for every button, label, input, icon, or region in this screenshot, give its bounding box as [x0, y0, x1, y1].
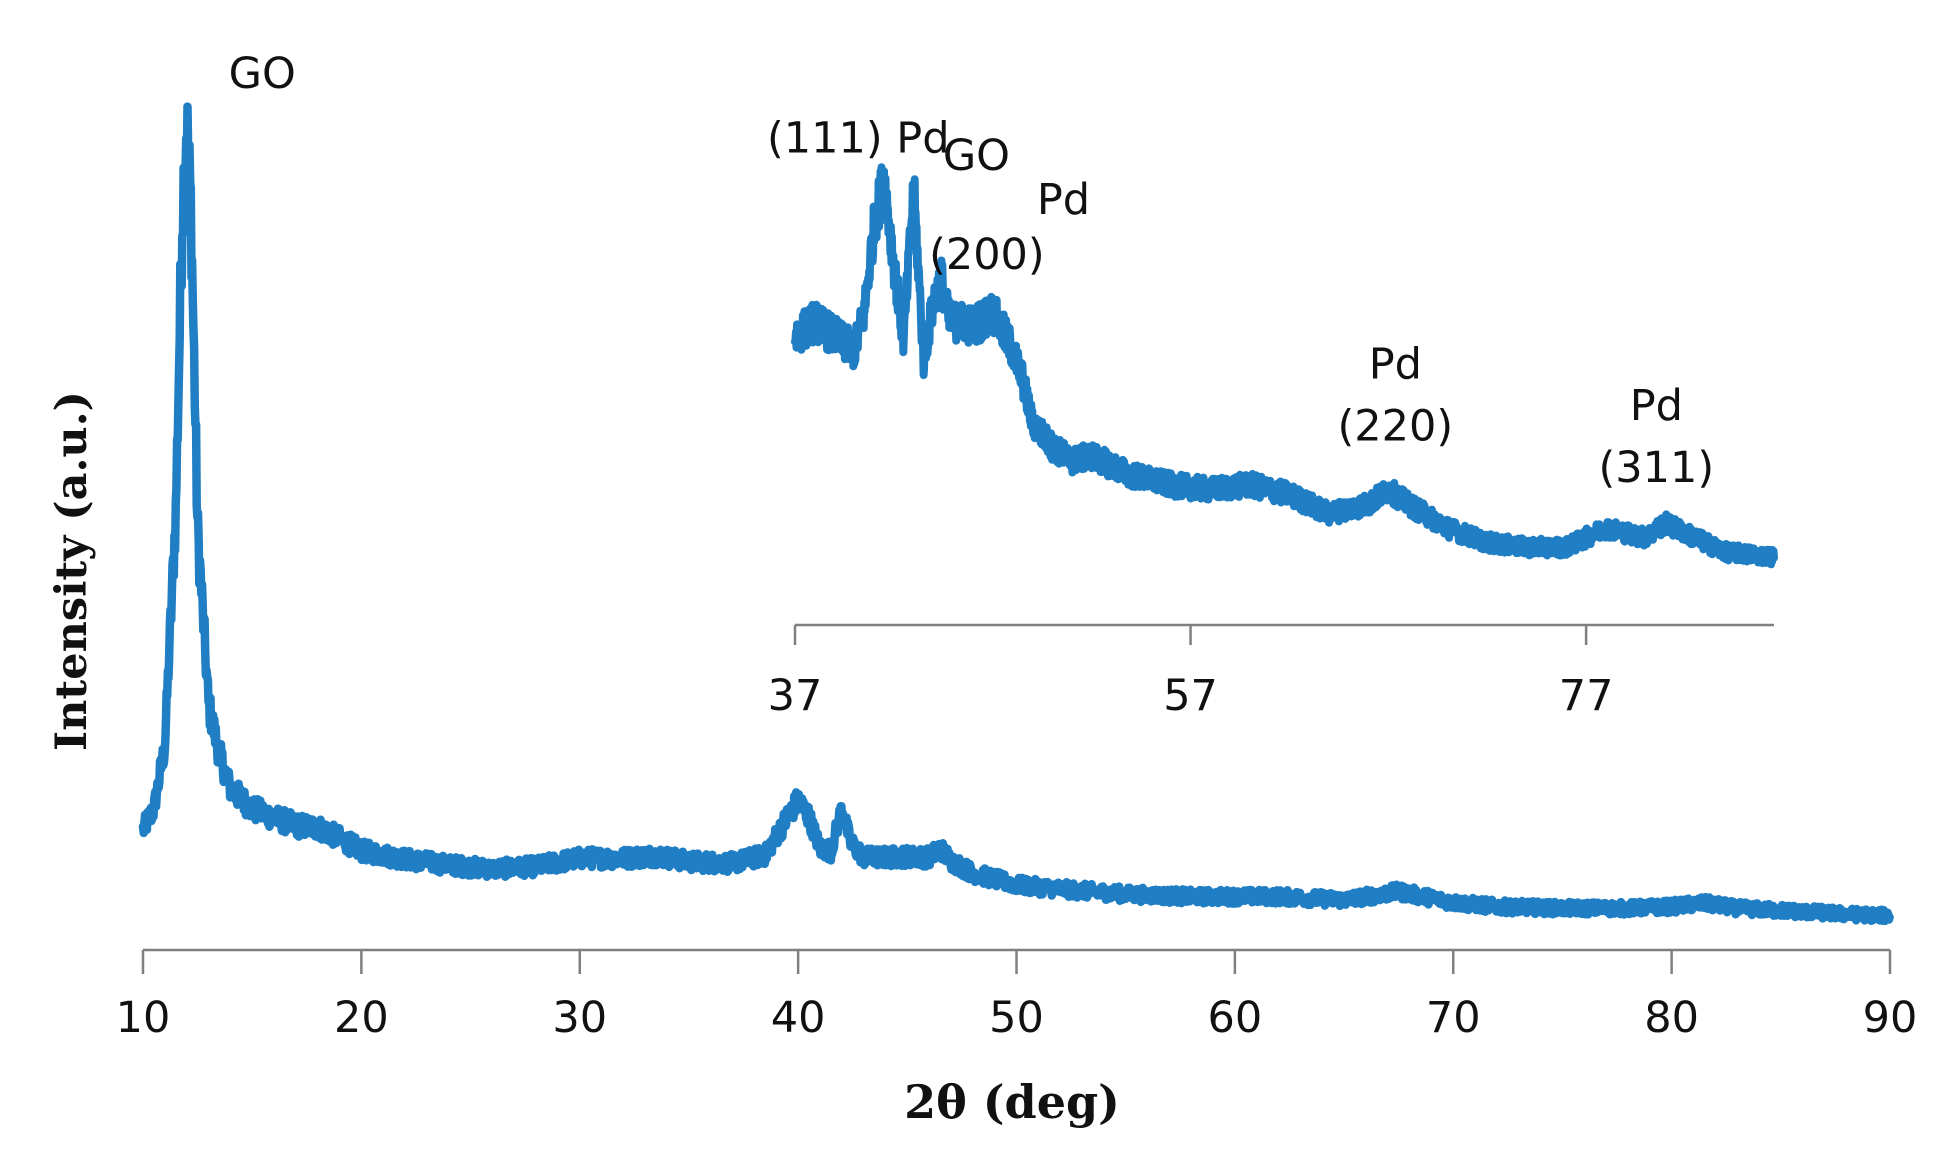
- main-x-tick-label: 40: [771, 993, 826, 1043]
- inset-x-ticks: 37 57 77: [768, 625, 1614, 721]
- inset-peak-label: Pd: [1369, 340, 1422, 390]
- main-peak-label: GO: [229, 49, 296, 99]
- inset-peak-label: (220): [1338, 402, 1454, 452]
- inset-peak-label: (311): [1599, 443, 1715, 493]
- main-x-axis-title: 2θ (deg): [904, 1075, 1120, 1129]
- main-x-tick-label: 90: [1863, 993, 1918, 1043]
- main-x-tick-label: 50: [989, 993, 1044, 1043]
- inset-x-tick-label: 57: [1163, 671, 1218, 721]
- main-plot-area: [138, 102, 1894, 926]
- inset-peak-label: GO: [943, 131, 1010, 181]
- inset-x-tick-label: 77: [1559, 671, 1614, 721]
- inset-series-line: [791, 163, 1778, 569]
- main-series-line: [138, 102, 1894, 926]
- inset-peak-label: Pd: [1037, 175, 1090, 225]
- main-x-tick-label: 10: [116, 993, 171, 1043]
- inset-x-tick-label: 37: [768, 671, 823, 721]
- inset-peak-label: (111) Pd: [767, 114, 950, 164]
- main-x-tick-label: 20: [334, 993, 389, 1043]
- main-x-tick-label: 70: [1426, 993, 1481, 1043]
- inset-peak-label: Pd: [1630, 381, 1683, 431]
- inset-peak-label: (200): [929, 230, 1045, 280]
- main-y-axis-title: Intensity (a.u.): [47, 391, 97, 751]
- main-x-tick-label: 30: [552, 993, 607, 1043]
- inset-plot-area: [791, 163, 1778, 569]
- main-x-tick-label: 60: [1208, 993, 1263, 1043]
- main-x-tick-label: 80: [1644, 993, 1699, 1043]
- main-annotations: GO: [229, 49, 296, 99]
- main-x-ticks: 10 20 30 40 50 60 70 80 90: [116, 950, 1918, 1043]
